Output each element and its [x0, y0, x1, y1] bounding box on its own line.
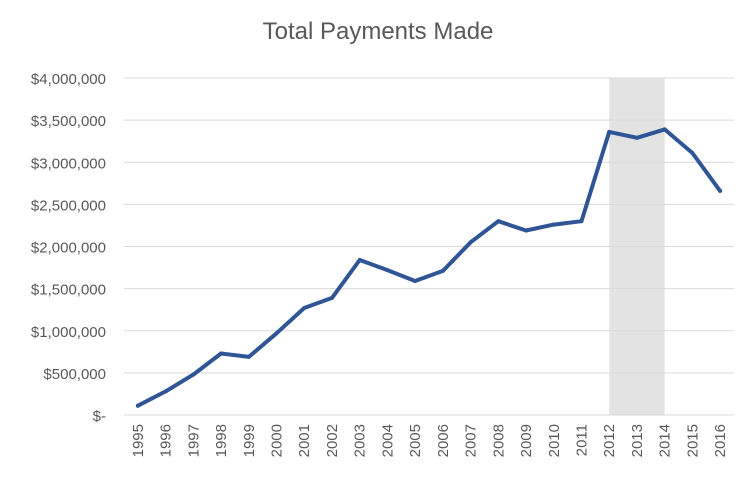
x-tick-label: 2014 [657, 424, 674, 457]
data-point [496, 219, 501, 224]
chart-title: Total Payments Made [262, 18, 494, 45]
data-point [357, 257, 362, 262]
x-tick-label: 2016 [712, 424, 729, 457]
x-tick-label: 2008 [490, 424, 507, 457]
y-tick-label: $2,500,000 [31, 197, 106, 214]
x-tick-label: 2007 [463, 424, 480, 457]
y-tick-label: $1,500,000 [31, 282, 106, 299]
data-point [191, 372, 196, 377]
x-tick-label: 2004 [379, 424, 396, 457]
data-point [246, 354, 251, 359]
x-tick-label: 2000 [269, 424, 286, 457]
x-tick-label: 2005 [407, 424, 424, 457]
y-tick-label: $1,000,000 [31, 324, 106, 341]
x-tick-label: 2010 [546, 424, 563, 457]
x-tick-label: 1997 [185, 424, 202, 457]
data-point [440, 268, 445, 273]
data-point [579, 219, 584, 224]
x-tick-label: 1996 [158, 424, 175, 457]
data-point [219, 351, 224, 356]
data-point [524, 228, 529, 233]
y-tick-label: $2,000,000 [31, 240, 106, 257]
data-point [662, 127, 667, 132]
data-point [690, 150, 695, 155]
x-tick-label: 2012 [601, 424, 618, 457]
data-point [413, 279, 418, 284]
y-tick-label: $- [93, 408, 106, 425]
x-tick-label: 2006 [435, 424, 452, 457]
x-tick-label: 2009 [518, 424, 535, 457]
data-point [274, 331, 279, 336]
y-tick-label: $500,000 [43, 366, 106, 383]
x-tick-label: 1999 [241, 424, 258, 457]
data-point [302, 306, 307, 311]
data-point [329, 295, 334, 300]
x-tick-label: 1998 [213, 424, 230, 457]
x-tick-label: 1995 [130, 424, 147, 457]
data-point [385, 268, 390, 273]
y-tick-label: $3,000,000 [31, 155, 106, 172]
data-point [718, 188, 723, 193]
series-line [135, 127, 723, 408]
x-tick-label: 2013 [629, 424, 646, 457]
data-point [551, 222, 556, 227]
data-point [135, 403, 140, 408]
x-tick-label: 2001 [296, 424, 313, 457]
x-tick-label: 2003 [352, 424, 369, 457]
data-point [607, 129, 612, 134]
x-tick-label: 2015 [684, 424, 701, 457]
x-tick-label: 2011 [574, 424, 591, 456]
data-point [468, 240, 473, 245]
x-tick-label: 2002 [324, 424, 341, 457]
y-tick-label: $4,000,000 [31, 71, 106, 88]
data-point [634, 135, 639, 140]
y-tick-label: $3,500,000 [31, 113, 106, 130]
data-point [163, 389, 168, 394]
